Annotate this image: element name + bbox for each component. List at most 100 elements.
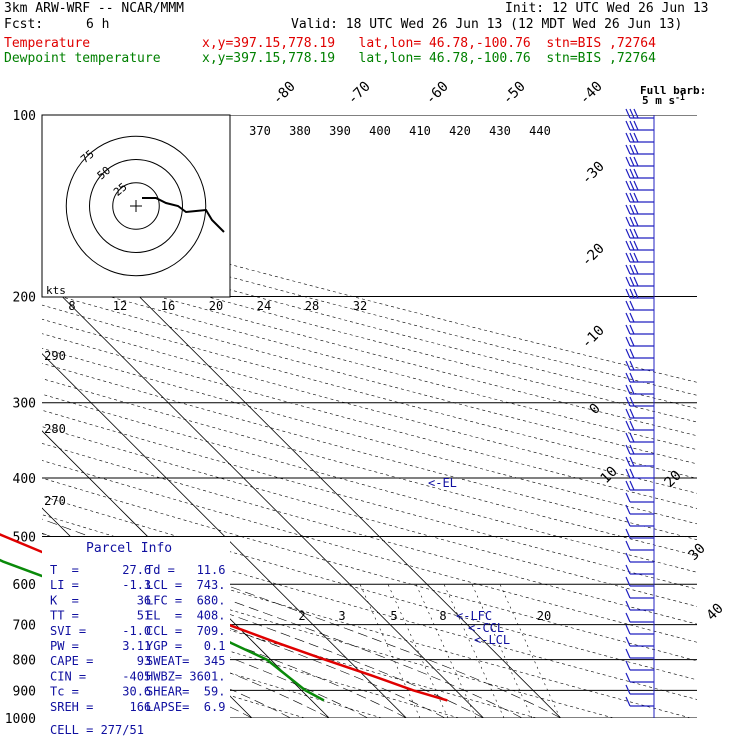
wind-barb bbox=[625, 216, 654, 227]
wind-barb-flag bbox=[625, 660, 631, 671]
secondary-axis-label: 24 bbox=[257, 299, 271, 313]
theta-label: 440 bbox=[529, 124, 551, 138]
wind-barb-flag bbox=[629, 300, 635, 311]
wind-barb-flag bbox=[629, 192, 635, 203]
parcel-info-right: LCL = 743. bbox=[146, 578, 225, 592]
wind-barb-flag bbox=[633, 240, 639, 251]
wind-barb bbox=[625, 660, 654, 671]
wind-key-exponent: -1 bbox=[675, 93, 685, 102]
init-time: Init: 12 UTC Wed 26 Jun 13 bbox=[505, 1, 709, 16]
isobar-label: 100 bbox=[13, 109, 36, 124]
wind-barb-flag bbox=[625, 528, 631, 539]
wind-barb bbox=[625, 432, 654, 443]
wind-barb-flag bbox=[625, 696, 631, 707]
dry-adiabat bbox=[42, 213, 697, 383]
wind-barb bbox=[625, 192, 654, 203]
wind-barb-flag bbox=[625, 312, 631, 323]
adiabat-side-label: 280 bbox=[44, 422, 66, 436]
wind-barb-flag bbox=[625, 204, 631, 215]
parcel-info-left: T = 27.6 bbox=[50, 563, 151, 577]
wind-barb bbox=[625, 108, 654, 119]
wind-barb bbox=[625, 252, 654, 263]
wind-barb-flag bbox=[629, 384, 635, 395]
hodograph-ring bbox=[65, 135, 207, 277]
wind-barb-flag bbox=[625, 168, 631, 179]
parcel-info-left: PW = 3.11 bbox=[50, 639, 151, 653]
theta-label: 400 bbox=[369, 124, 391, 138]
wind-barb-flag bbox=[629, 132, 635, 143]
wind-barb bbox=[625, 204, 654, 215]
wind-barb-flag bbox=[625, 384, 631, 395]
isobar-label: 200 bbox=[13, 291, 36, 306]
wind-barb-flag bbox=[633, 204, 639, 215]
wind-barb-flag bbox=[633, 216, 639, 227]
wind-barb-flag bbox=[625, 288, 631, 299]
wind-barb-flag bbox=[633, 156, 639, 167]
wind-barb-flag bbox=[625, 612, 631, 623]
dewpoint-trace bbox=[0, 558, 325, 702]
wind-barb bbox=[625, 180, 654, 191]
wind-barb-flag bbox=[625, 276, 631, 287]
wind-barb-flag bbox=[629, 324, 635, 335]
isobar-label: 700 bbox=[13, 619, 36, 634]
wind-barb-flag bbox=[625, 132, 631, 143]
parcel-info-title: Parcel Info bbox=[86, 541, 172, 556]
wind-barb bbox=[625, 468, 654, 479]
wind-barb-flag bbox=[625, 504, 631, 515]
wind-barb-flag bbox=[625, 432, 631, 443]
wind-barb-flag bbox=[625, 324, 631, 335]
wind-barb bbox=[625, 648, 654, 659]
mixing-ratio-label: 8 bbox=[439, 609, 446, 623]
wind-barb-flag bbox=[633, 192, 639, 203]
wind-barb-flag bbox=[625, 444, 631, 455]
wind-barb-flag bbox=[633, 108, 639, 119]
isotherm-label: -80 bbox=[270, 79, 299, 108]
wind-barb bbox=[625, 360, 654, 371]
wind-barb-flag bbox=[625, 480, 631, 491]
model-title: 3km ARW-WRF -- NCAR/MMM bbox=[4, 1, 185, 16]
wind-barb-flag bbox=[625, 552, 631, 563]
wind-barb-flag bbox=[625, 516, 631, 527]
theta-label: 380 bbox=[289, 124, 311, 138]
level-annotation: <-LCL bbox=[474, 633, 510, 647]
wind-barb bbox=[625, 516, 654, 527]
temperature-location: x,y=397.15,778.19 lat,lon= 46.78,-100.76… bbox=[202, 36, 656, 51]
wind-barb-flag bbox=[629, 240, 635, 251]
wind-barb bbox=[625, 492, 654, 503]
wind-barb-flag bbox=[629, 372, 635, 383]
mixing-ratio-line bbox=[471, 584, 533, 718]
wind-barb-flag bbox=[629, 408, 635, 419]
wind-barb-flag bbox=[629, 360, 635, 371]
wind-barb-flag bbox=[625, 636, 631, 647]
hodograph-trace bbox=[142, 197, 225, 233]
wind-barb-flag bbox=[625, 564, 631, 575]
wind-barb-flag bbox=[625, 360, 631, 371]
isotherm-label: -10 bbox=[579, 323, 608, 352]
wind-barb bbox=[625, 336, 654, 347]
wind-barb bbox=[625, 540, 654, 551]
parcel-info-right: LFC = 680. bbox=[146, 593, 225, 607]
parcel-info-right: CCL = 709. bbox=[146, 624, 225, 638]
wind-barb bbox=[625, 312, 654, 323]
dry-adiabat bbox=[42, 348, 697, 525]
parcel-info-right: HWBZ= 3601. bbox=[146, 669, 225, 683]
dry-adiabat bbox=[42, 615, 383, 718]
secondary-axis-label: 8 bbox=[68, 299, 75, 313]
wind-barb bbox=[625, 564, 654, 575]
wind-barb bbox=[625, 552, 654, 563]
wind-barb bbox=[625, 612, 654, 623]
adiabat-side-label: 290 bbox=[44, 349, 66, 363]
wind-barb-flag bbox=[625, 252, 631, 263]
secondary-axis-label: 12 bbox=[113, 299, 127, 313]
parcel-info-left: Tc = 30.6 bbox=[50, 685, 151, 699]
wind-barb bbox=[625, 348, 654, 359]
mixing-ratio-line bbox=[387, 584, 449, 718]
parcel-info-right: LAPSE= 6.9 bbox=[146, 700, 225, 714]
wind-barb bbox=[625, 600, 654, 611]
wind-barb-flag bbox=[629, 348, 635, 359]
mixing-ratio-line bbox=[359, 584, 421, 718]
isobar-label: 600 bbox=[13, 578, 36, 593]
temperature-trace bbox=[0, 533, 448, 702]
